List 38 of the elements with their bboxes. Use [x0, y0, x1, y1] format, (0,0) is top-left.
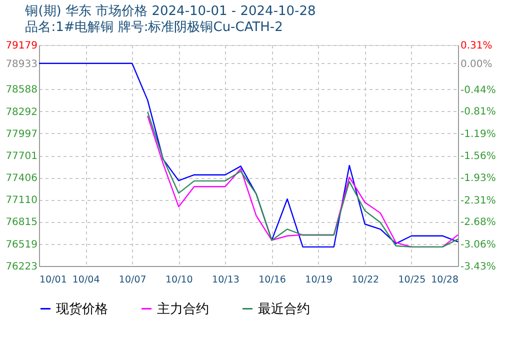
y2-tick-label: -1.19% [460, 129, 496, 140]
chart-subtitle: 品名:1#电解铜 牌号:标准阴极铜Cu-CATH-2 [25, 20, 283, 35]
line-series [38, 62, 459, 248]
y-tick-label: 76519 [6, 239, 38, 250]
y2-tick-label: -3.43% [460, 262, 496, 272]
x-tick-label: 10/16 [258, 274, 286, 286]
y2-tick-label: -2.31% [460, 195, 496, 206]
y-tick-label: 77701 [6, 151, 38, 162]
y2-tick-label: -0.44% [460, 84, 496, 96]
chart-title: 铜(期) 华东 市场价格 2024-10-01 - 2024-10-28 [24, 4, 316, 19]
x-tick-label: 10/13 [212, 274, 240, 286]
legend-label: 最近合约 [258, 302, 310, 317]
x-tick-label: 10/25 [398, 274, 426, 286]
y2-tick-label: -1.93% [460, 172, 496, 184]
y-tick-label: 76815 [6, 217, 38, 228]
x-tick-label: 10/07 [118, 274, 146, 286]
y-tick-label: 77406 [6, 173, 38, 184]
x-tick-label: 10/19 [305, 274, 333, 286]
y-tick-label: 76223 [6, 262, 38, 272]
x-tick-label: 10/28 [431, 274, 458, 286]
y2-tick-label: -0.81% [460, 106, 496, 118]
x-tick-label: 10/10 [165, 274, 193, 286]
y-tick-label: 78933 [6, 58, 38, 70]
legend-label: 现货价格 [56, 302, 108, 317]
y-tick-label: 79179 [6, 40, 38, 52]
y-tick-label: 78588 [6, 84, 38, 96]
y2-tick-label: 0.00% [460, 58, 492, 70]
y2-tick-label: 0.31% [460, 40, 492, 52]
y-tick-label: 77997 [6, 128, 38, 140]
y2-tick-label: -3.06% [460, 240, 496, 251]
legend-label: 主力合约 [157, 300, 209, 317]
y2-tick-label: -1.56% [460, 151, 496, 162]
y2-tick-label: -2.68% [460, 217, 496, 228]
x-tick-label: 10/04 [72, 274, 100, 286]
y-tick-label: 78292 [6, 106, 38, 118]
x-tick-label: 10/22 [352, 274, 380, 286]
x-tick-label: 10/01 [40, 274, 67, 286]
y-tick-label: 77110 [6, 195, 38, 206]
